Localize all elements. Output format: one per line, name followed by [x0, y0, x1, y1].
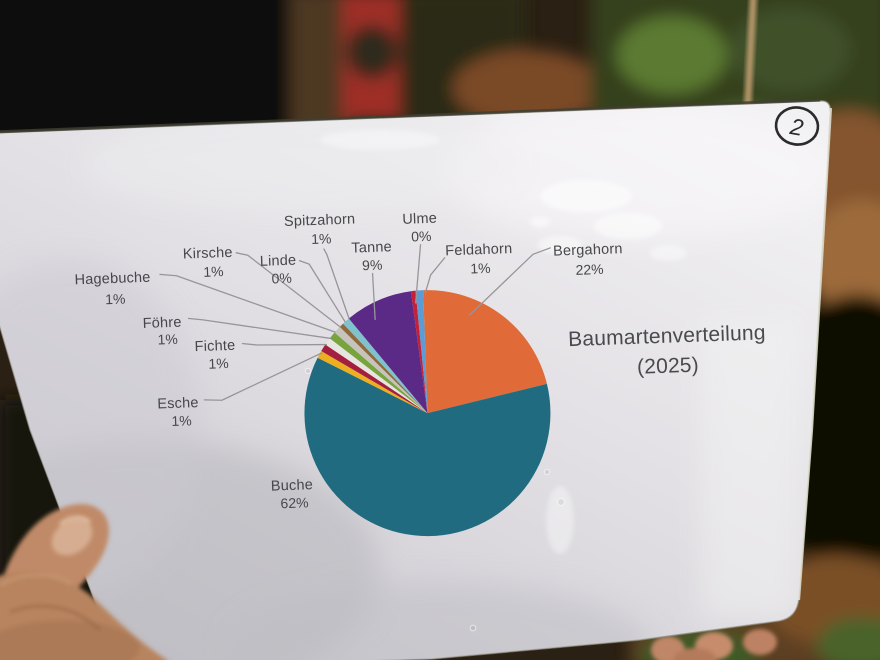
- label-pct: 1%: [311, 230, 332, 247]
- laminate-top-edge: [0, 98, 821, 134]
- label-kirsche: Kirsche 1%: [183, 245, 233, 280]
- label-pct: 1%: [470, 260, 491, 277]
- pie-slice-föhre: [325, 338, 428, 414]
- label-pct: 62%: [280, 494, 309, 511]
- pie-slice-buche: [304, 357, 551, 537]
- pie-slice-fichte: [321, 344, 428, 414]
- leader-line-hagebuche: [159, 273, 336, 333]
- label-text: Buche: [271, 477, 314, 494]
- leader-line-spitzahorn: [323, 248, 350, 319]
- handwritten-page-number: 2: [774, 106, 820, 146]
- pie-slice-linde: [339, 323, 428, 414]
- leader-line-fichte: [241, 342, 328, 346]
- label-text: Tanne: [351, 239, 392, 256]
- pie-slice-tanne: [348, 291, 428, 414]
- label-pct: 22%: [575, 261, 604, 278]
- label-pct: 1%: [203, 263, 224, 280]
- label-ulme: Ulme 0%: [402, 211, 437, 245]
- pie-slice-bergahorn: [423, 290, 547, 414]
- label-linde: Linde 0%: [260, 253, 297, 287]
- chart-title-line2: (2025): [637, 354, 700, 379]
- label-text: Linde: [260, 253, 297, 270]
- chart-title: Baumartenverteilung (2025): [568, 321, 766, 379]
- leader-line-bergahorn: [468, 247, 551, 317]
- label-pct: 1%: [208, 355, 229, 372]
- leader-lines: [159, 244, 551, 401]
- label-text: Föhre: [142, 315, 181, 332]
- label-spitzahorn: Spitzahorn 1%: [284, 212, 356, 248]
- leader-line-esche: [203, 352, 323, 401]
- finger-crease: [9, 604, 102, 632]
- label-buche: Buche 62%: [271, 477, 314, 511]
- label-text: Bergahorn: [553, 241, 623, 259]
- label-hagebuche: Hagebuche 1%: [74, 270, 150, 308]
- leader-line-tanne: [371, 272, 376, 320]
- leaf-litter-right: [807, 200, 880, 320]
- label-pct: 1%: [171, 412, 192, 429]
- label-text: Ulme: [402, 211, 437, 228]
- pie-slice-ulme: [410, 290, 428, 414]
- pie-slice-hagebuche: [329, 332, 428, 414]
- leader-line-linde: [298, 259, 346, 323]
- label-pct: 1%: [157, 331, 178, 348]
- label-text: Hagebuche: [74, 270, 150, 289]
- label-text: Esche: [157, 395, 199, 412]
- label-pct: 1%: [105, 291, 126, 308]
- green-leaf-bits: [817, 617, 880, 660]
- leaves: [730, 8, 850, 92]
- pie-slice-feldahorn: [415, 290, 428, 414]
- thumbnail: [51, 518, 93, 556]
- label-fichte: Fichte 1%: [194, 338, 235, 372]
- label-pct: 0%: [411, 228, 432, 245]
- page-number-text: 2: [787, 113, 805, 141]
- skin-highlight: [0, 573, 73, 587]
- tree-trunk: [290, 0, 352, 140]
- leader-line-foehre: [187, 317, 331, 340]
- laminate-right-edge-highlight: [797, 107, 833, 601]
- thumbnail-highlight: [59, 516, 91, 526]
- leader-line-feldahorn: [424, 256, 446, 294]
- label-pct: 9%: [362, 257, 383, 274]
- label-tanne: Tanne 9%: [351, 239, 392, 274]
- leader-line-ulme: [414, 244, 422, 304]
- leader-line-kirsche: [235, 252, 341, 328]
- label-text: Kirsche: [183, 245, 233, 263]
- label-bergahorn: Bergahorn 22%: [553, 241, 623, 278]
- label-esche: Esche 1%: [157, 395, 199, 429]
- fingertips-under-sheet: [651, 629, 777, 660]
- hand: [0, 504, 167, 660]
- forest-floor-patch: [453, 50, 603, 126]
- pie-slice-spitzahorn: [343, 318, 428, 414]
- pie-slice-kirsche: [334, 326, 428, 414]
- pie-slices: [304, 290, 551, 537]
- bright-leaves: [617, 17, 727, 93]
- pie-chart: Bergahorn 22% Buche 62% Esche 1% Fichte …: [74, 211, 766, 537]
- label-pct: 0%: [271, 270, 292, 287]
- label-feldahorn: Feldahorn 1%: [445, 241, 513, 277]
- curled-finger: [0, 620, 140, 660]
- paper-surface-shading: [0, 100, 831, 660]
- laminate-glare: [320, 130, 686, 554]
- label-foehre: Föhre 1%: [142, 315, 181, 348]
- label-text: Spitzahorn: [284, 212, 356, 230]
- label-text: Feldahorn: [445, 241, 513, 259]
- slice-labels: Bergahorn 22% Buche 62% Esche 1% Fichte …: [74, 211, 623, 512]
- label-text: Fichte: [194, 338, 235, 355]
- pie-slice-esche: [317, 351, 428, 414]
- trouser-knee-patch: [346, 25, 398, 79]
